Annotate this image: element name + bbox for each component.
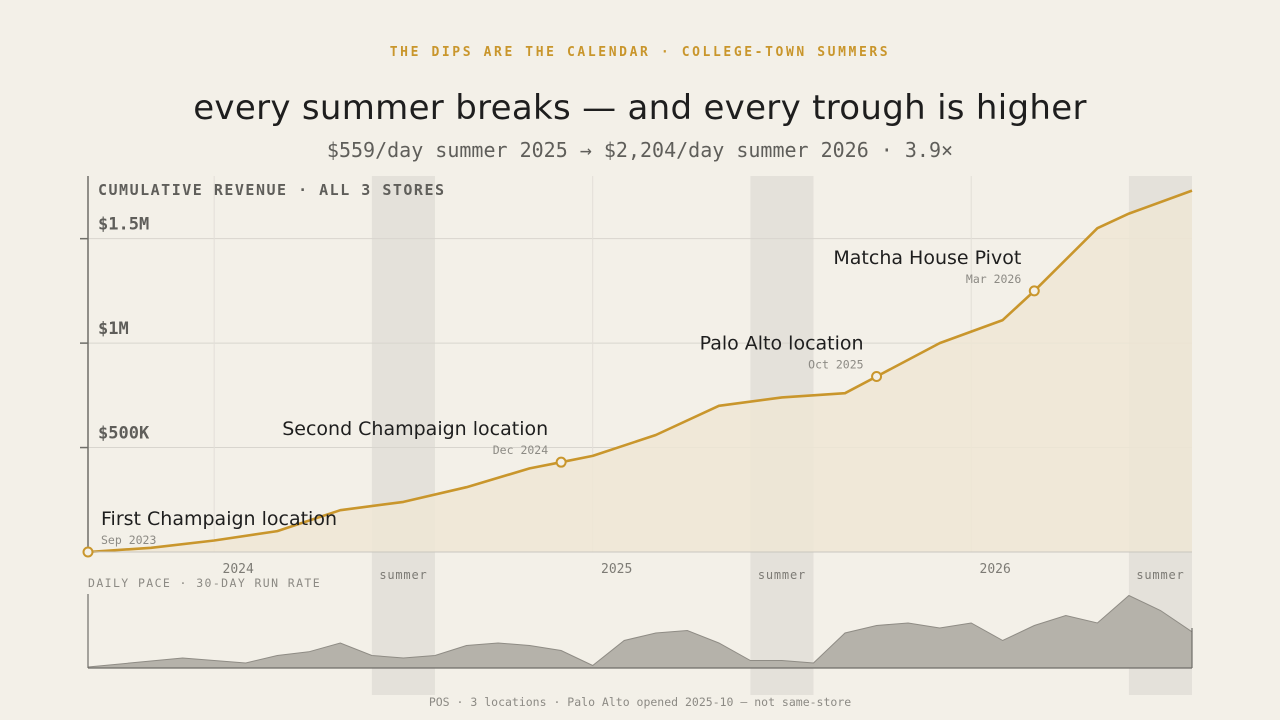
y-tick-label: $1M bbox=[98, 319, 129, 339]
pace-line bbox=[87, 594, 1193, 668]
annotation-layer: First Champaign location Sep 2023 Second C… bbox=[82, 247, 1040, 558]
x-tick-label: 2026 bbox=[980, 562, 1011, 577]
annotation-date: Mar 2026 bbox=[966, 272, 1021, 286]
annotation-marker bbox=[555, 456, 567, 468]
pace-area bbox=[88, 595, 1192, 668]
cumulative-chart-title: CUMULATIVE REVENUE · ALL 3 STORES bbox=[98, 181, 446, 199]
annotation-label: Matcha House Pivot bbox=[833, 247, 1021, 269]
summer-label: summer bbox=[758, 568, 806, 582]
x-tick-label: 2024 bbox=[223, 562, 254, 577]
annotation-date: Sep 2023 bbox=[101, 533, 156, 547]
axis-layer bbox=[87, 176, 1193, 668]
annotation-label: Second Champaign location bbox=[282, 418, 548, 440]
source-note: POS · 3 locations · Palo Alto opened 202… bbox=[428, 695, 852, 709]
annotation-marker bbox=[82, 546, 94, 558]
page-subtitle: $559/day summer 2025 → $2,204/day summer… bbox=[326, 138, 954, 162]
summer-band bbox=[371, 176, 435, 695]
cumulative-line bbox=[87, 189, 1193, 554]
cumulative-area bbox=[88, 190, 1192, 552]
kicker: THE DIPS ARE THE CALENDAR · COLLEGE-TOWN… bbox=[389, 45, 891, 60]
cumulative-area-layer bbox=[87, 189, 1193, 554]
annotation-date: Dec 2024 bbox=[493, 443, 548, 457]
page-title: every summer breaks — and every trough i… bbox=[193, 88, 1087, 128]
summer-label: summer bbox=[1136, 568, 1184, 582]
label-layer: CUMULATIVE REVENUE · ALL 3 STORES $500K $1… bbox=[88, 181, 1011, 590]
annotation-marker bbox=[871, 371, 883, 383]
annotation-label: Palo Alto location bbox=[700, 333, 864, 355]
x-tick-label: 2025 bbox=[601, 562, 632, 577]
summer-label: summer bbox=[379, 568, 427, 582]
annotation-marker bbox=[1028, 285, 1040, 297]
annotation-date: Oct 2025 bbox=[808, 358, 863, 372]
annotation-label: First Champaign location bbox=[101, 508, 337, 530]
pace-chart-title: DAILY PACE · 30-DAY RUN RATE bbox=[88, 576, 321, 590]
pace-area-layer bbox=[87, 594, 1193, 669]
y-tick-label: $500K bbox=[98, 424, 150, 444]
y-tick-label: $1.5M bbox=[98, 215, 149, 235]
